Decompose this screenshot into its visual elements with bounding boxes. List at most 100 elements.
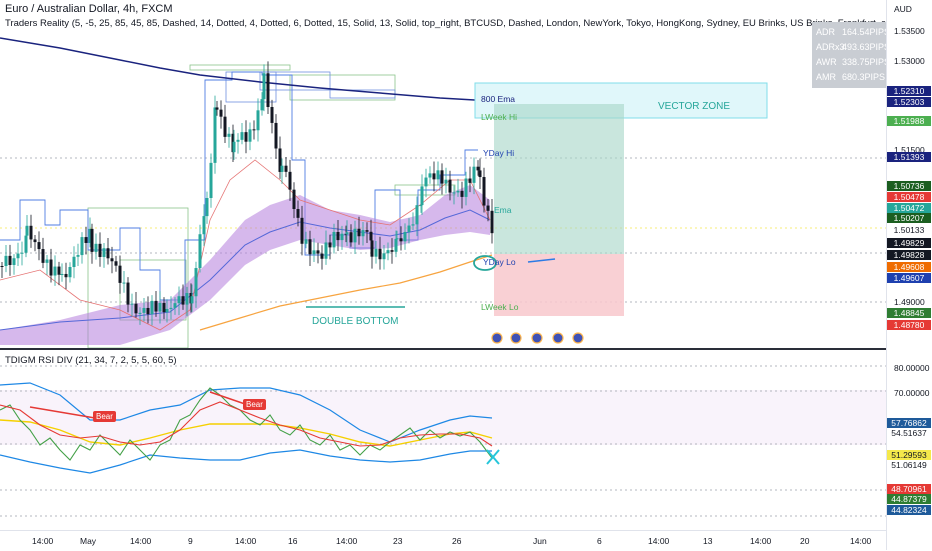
candle-body [256, 110, 260, 131]
candle-body [357, 228, 361, 237]
candle-body [456, 190, 460, 193]
candle-body [146, 307, 150, 315]
price-tag: 1.52303 [887, 97, 931, 107]
candle-body [386, 250, 390, 254]
candle-body [490, 210, 494, 234]
candle-body [219, 109, 223, 117]
divergence-line [209, 391, 246, 405]
candle-body [288, 171, 292, 190]
chart-title[interactable]: Euro / Australian Dollar, 4h, FXCM [5, 3, 173, 15]
candle-body [29, 225, 33, 240]
candle-body [486, 205, 490, 211]
take-profit-zone [494, 104, 624, 254]
candle-body [378, 248, 382, 260]
candle-body [476, 166, 480, 171]
candle-body [185, 293, 189, 305]
projection-line [527, 258, 556, 263]
candle-body [24, 235, 28, 253]
candle-body [84, 237, 88, 243]
economic-event-icon [491, 332, 503, 344]
signal-line [0, 419, 493, 447]
candle-body [312, 250, 316, 255]
candle-body [280, 165, 284, 172]
price-chart[interactable] [0, 0, 886, 350]
candle-body [130, 303, 134, 305]
candle-body [215, 107, 219, 110]
candle-body [304, 239, 308, 244]
candle-body [394, 238, 398, 252]
indicator-legend[interactable]: Traders Reality (5, -5, 25, 85, 45, 85, … [5, 18, 932, 29]
candle-body [16, 253, 20, 259]
candle-body [324, 242, 328, 259]
lower-band [0, 449, 492, 474]
candle-body [142, 307, 146, 313]
rsi-tag: 54.51637 [887, 428, 931, 438]
rsi-chart[interactable] [0, 350, 886, 530]
week-lo-label: LWeek Lo [481, 302, 519, 312]
session-box [289, 74, 396, 101]
candle-body [94, 243, 98, 252]
time-tick: 14:00 [648, 536, 670, 546]
candle-body [374, 248, 378, 257]
time-tick: May [80, 536, 97, 546]
candle-body [403, 231, 407, 242]
candle-body [262, 73, 266, 100]
candle-body [80, 237, 84, 256]
vector-zone-label: VECTOR ZONE [658, 101, 731, 112]
candle-body [138, 312, 142, 314]
candle-body [114, 261, 118, 266]
rsi-tick: 80.00000 [894, 363, 930, 373]
price-tag: 1.50478 [887, 192, 931, 202]
candle-body [432, 173, 436, 180]
candle-body [12, 258, 16, 265]
price-tag: 1.49829 [887, 238, 931, 248]
price-tag: 1.51988 [887, 116, 931, 126]
day-lo-label: YDay Lo [483, 257, 516, 267]
candle-body [292, 189, 296, 210]
candle-body [88, 228, 92, 243]
day-hi-label: YDay Hi [483, 148, 515, 158]
price-tag: 1.48845 [887, 308, 931, 318]
candle-body [452, 192, 456, 194]
candle-body [236, 139, 240, 142]
price-tag: 1.49608 [887, 262, 931, 272]
candle-body [365, 230, 369, 232]
rsi-line [0, 387, 493, 461]
candle-body [165, 308, 169, 313]
candle-body [177, 296, 181, 304]
price-tag: 1.49607 [887, 273, 931, 283]
candle-body [198, 234, 202, 269]
rsi-indicator-legend[interactable]: TDIGM RSI DIV (21, 34, 7, 2, 5, 5, 60, 5… [5, 355, 177, 366]
candle-body [411, 224, 415, 226]
time-axis[interactable] [0, 530, 886, 551]
rsi-tag: 48.70961 [887, 484, 931, 494]
time-tick: 14:00 [32, 536, 54, 546]
time-tick: 20 [800, 536, 810, 546]
rsi-tag: 44.82324 [887, 505, 931, 515]
candle-body [150, 300, 154, 315]
candle-body [345, 232, 349, 235]
candle-body [72, 256, 76, 268]
price-tick: 1.51500 [894, 145, 925, 155]
rsi-tag: 51.29593 [887, 450, 931, 460]
price-tag: 1.50207 [887, 213, 931, 223]
candle-body [202, 216, 206, 235]
candle-body [336, 231, 340, 241]
pane-separator[interactable] [0, 348, 886, 350]
economic-event-icon [510, 332, 522, 344]
candle-body [240, 132, 244, 140]
candle-body [266, 73, 270, 108]
candle-body [349, 232, 353, 243]
candle-body [328, 242, 332, 248]
candle-body [440, 170, 444, 184]
candle-body [244, 132, 248, 142]
candle-body [232, 141, 236, 153]
candle-body [284, 165, 288, 172]
candle-body [227, 133, 231, 137]
candle-body [158, 302, 162, 312]
candle-body [205, 197, 209, 217]
candle-body [122, 282, 126, 284]
candle-body [45, 259, 49, 263]
candle-body [472, 166, 476, 183]
price-tag: 1.50472 [887, 203, 931, 213]
